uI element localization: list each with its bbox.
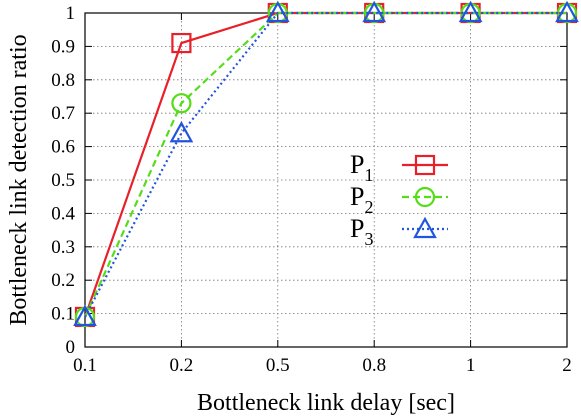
x-tick-label: 0.2 <box>170 355 194 376</box>
x-tick-label: 0.8 <box>362 355 386 376</box>
legend-label: P2 <box>350 182 373 217</box>
x-axis-label: Bottleneck link delay [sec] <box>197 390 455 416</box>
y-axis-label: Bottleneck link detection ratio <box>6 34 32 325</box>
x-tick-label: 0.1 <box>73 355 97 376</box>
data-point-triangle <box>265 0 290 23</box>
y-tick-label: 0.5 <box>51 170 75 191</box>
legend-label-main: P <box>350 150 364 179</box>
legend-label-main: P <box>350 182 364 211</box>
data-point-circle <box>171 93 192 114</box>
series-group <box>73 0 579 328</box>
data-point-triangle <box>169 120 194 143</box>
legend-label: P3 <box>350 214 373 249</box>
series-2 <box>74 2 578 328</box>
axis-ticks: 00.10.20.30.40.50.60.70.80.910.1 0.2 0.5 0.… <box>51 3 572 376</box>
legend-entry: P2 <box>350 182 448 217</box>
series-1 <box>74 2 578 328</box>
x-tick-label: 2 <box>562 355 572 376</box>
series-line <box>83 11 567 318</box>
y-tick-label: 0.9 <box>51 36 75 57</box>
legend-label-sub: 2 <box>364 197 373 217</box>
legend-marker-triangle <box>413 216 437 239</box>
y-tick-label: 0.1 <box>51 304 75 325</box>
legend-label-sub: 1 <box>364 165 373 185</box>
legend-entry: P1 <box>350 150 448 185</box>
y-tick-label: 0.6 <box>51 137 75 158</box>
series-line <box>83 11 567 318</box>
y-tick-label: 0.8 <box>51 70 75 91</box>
grid-lines <box>85 13 567 347</box>
data-point-triangle <box>555 0 579 23</box>
x-tick-label: 1 <box>466 355 476 376</box>
series-3 <box>73 0 579 327</box>
x-tick-label: 0.5 <box>266 355 290 376</box>
legend-marker-square <box>414 154 436 176</box>
y-tick-label: 0.3 <box>51 237 75 258</box>
y-tick-label: 1 <box>66 3 76 24</box>
y-tick-label: 0.2 <box>51 270 75 291</box>
legend-label-main: P <box>350 214 364 243</box>
y-tick-label: 0.7 <box>51 103 75 124</box>
legend-entry: P3 <box>350 214 448 249</box>
data-point-triangle <box>73 304 97 327</box>
legend-marker-circle <box>414 186 436 208</box>
data-point-triangle <box>458 0 483 23</box>
series-line <box>84 11 567 318</box>
data-point-square <box>171 32 192 54</box>
y-tick-label: 0 <box>66 337 76 358</box>
legend-label-sub: 3 <box>364 229 373 249</box>
y-tick-label: 0.4 <box>51 203 75 224</box>
legend-label: P1 <box>350 150 373 185</box>
data-point-triangle <box>362 0 387 23</box>
